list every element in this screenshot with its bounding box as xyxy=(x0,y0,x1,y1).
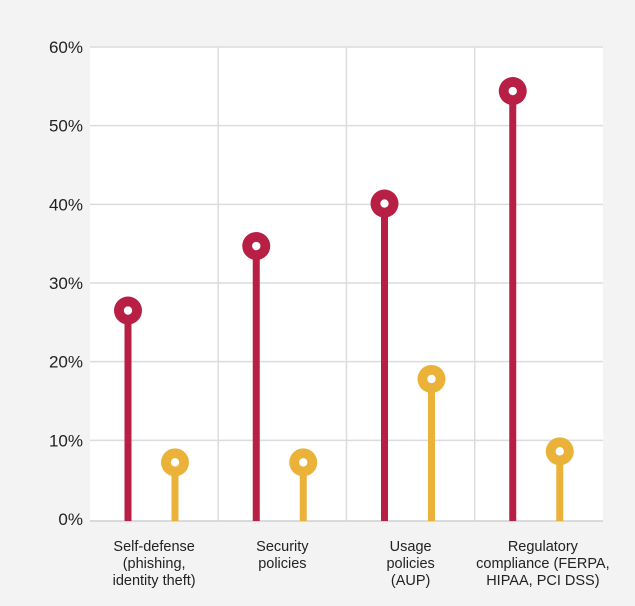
x-category-label: Usage policies (AUP) xyxy=(386,539,434,589)
y-tick-label: 50% xyxy=(49,117,83,136)
lollipop-s1-2 xyxy=(242,232,271,521)
x-category-label: Regulatory compliance (FERPA, HIPAA, PCI D… xyxy=(476,539,610,589)
lollipop-s1-3 xyxy=(370,189,399,521)
lollipop-head-center xyxy=(427,374,436,384)
lollipop-head-center xyxy=(508,86,517,96)
lollipop-head-center xyxy=(555,447,564,456)
lollipop-head-center xyxy=(170,458,180,467)
grid-lines xyxy=(90,46,603,522)
y-tick-label: 40% xyxy=(49,195,83,214)
x-category-label: Self-defense (phishing, identity theft) xyxy=(113,539,196,589)
y-tick-label: 20% xyxy=(49,353,83,372)
lollipop-head-center xyxy=(252,241,261,251)
lollipop-s2-2 xyxy=(289,448,318,521)
lollipop-s1-1 xyxy=(114,296,142,521)
y-tick-label: 30% xyxy=(49,274,83,293)
data-marks xyxy=(114,77,574,521)
y-tick-label: 60% xyxy=(49,38,83,57)
x-axis: Self-defense (phishing, identity theft) Sec… xyxy=(113,539,610,589)
y-tick-label: 0% xyxy=(58,510,83,529)
y-tick-label: 10% xyxy=(49,431,83,450)
lollipop-s1-4 xyxy=(498,77,527,521)
lollipop-s2-4 xyxy=(545,437,574,521)
y-axis: 0% 10% 20% 30% 40% 50% 60% xyxy=(49,38,83,529)
lollipop-head-center xyxy=(380,199,389,208)
lollipop-s2-3 xyxy=(417,364,446,521)
x-category-label: Security policies xyxy=(256,539,309,572)
lollipop-head-center xyxy=(123,306,133,315)
lollipop-s2-1 xyxy=(161,448,189,521)
lollipop-head-center xyxy=(299,458,308,467)
